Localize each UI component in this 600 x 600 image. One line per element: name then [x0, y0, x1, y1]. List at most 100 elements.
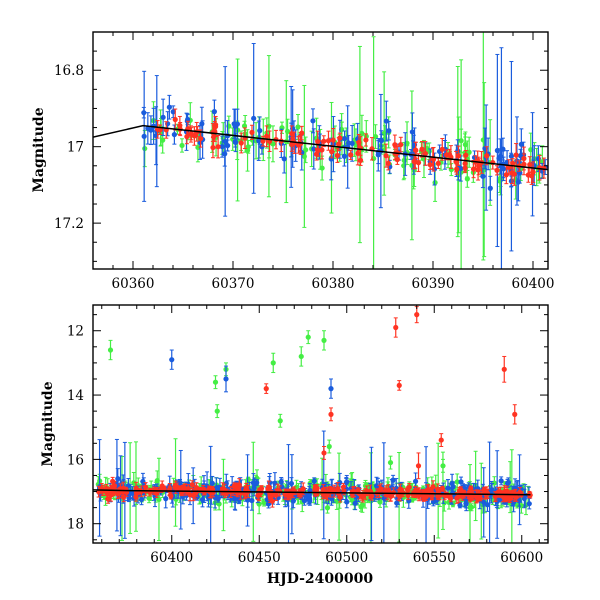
- data-point-green: [284, 118, 291, 145]
- data-point-blue: [508, 60, 515, 252]
- data-point-red: [314, 490, 320, 497]
- data-point-blue: [129, 486, 136, 501]
- x-tick-label: 60400: [512, 276, 555, 292]
- data-point-red: [521, 153, 527, 176]
- data-point-green: [298, 346, 304, 367]
- data-point-green: [440, 458, 446, 473]
- top-ticks: [92, 32, 548, 269]
- data-point-red: [115, 488, 121, 500]
- data-point-blue: [141, 70, 147, 202]
- data-point-red: [172, 108, 178, 131]
- data-point-red: [422, 141, 428, 166]
- data-point-red: [258, 485, 265, 492]
- data-point-blue: [500, 156, 507, 182]
- data-point-red: [133, 486, 140, 500]
- data-point-blue: [281, 144, 287, 174]
- y-tick-label: 17.2: [54, 216, 84, 232]
- data-point-red: [206, 485, 212, 494]
- data-point-blue: [222, 66, 228, 217]
- data-point-red: [330, 127, 336, 153]
- data-point-blue: [160, 98, 166, 137]
- data-point-red: [363, 133, 369, 147]
- data-point-red: [321, 446, 327, 460]
- x-tick-label: 60370: [212, 276, 255, 292]
- data-point-blue: [306, 493, 313, 505]
- data-point-blue: [166, 94, 172, 120]
- bottom-tick-labels: 60400 60450 60500 60550 60600 12 14 16 18: [67, 324, 543, 566]
- data-point-blue: [500, 137, 506, 161]
- data-point-red: [462, 162, 468, 174]
- x-tick-label: 60380: [312, 276, 355, 292]
- data-point-red: [525, 167, 531, 183]
- data-point-red: [427, 159, 433, 170]
- data-point-red: [503, 495, 509, 503]
- data-point-red: [396, 380, 402, 391]
- top-data-points: [141, 32, 548, 269]
- top-tick-labels: 60360 60370 60380 60390 60400 16.8 17 17.2: [54, 63, 555, 292]
- data-point-blue: [170, 105, 176, 119]
- data-point-blue: [494, 53, 500, 248]
- data-point-red: [167, 483, 173, 495]
- data-point-red: [108, 488, 114, 502]
- data-point-blue: [145, 112, 151, 145]
- data-point-green: [458, 128, 464, 153]
- data-point-red: [348, 149, 354, 161]
- data-point-blue: [498, 476, 504, 486]
- bottom-data-points: [95, 306, 533, 543]
- data-point-blue: [148, 115, 154, 146]
- data-point-blue: [169, 349, 175, 370]
- x-tick-label: 60600: [500, 550, 543, 566]
- data-point-green: [468, 503, 475, 512]
- x-tick-label: 60400: [150, 550, 193, 566]
- data-point-green: [266, 55, 272, 198]
- data-point-red: [356, 488, 363, 500]
- x-tick-label: 60360: [112, 276, 155, 292]
- data-point-green: [179, 138, 185, 153]
- data-point-blue: [232, 135, 238, 148]
- data-point-red: [392, 134, 398, 155]
- y-tick-label: 16: [67, 452, 84, 468]
- y-tick-label: 17: [67, 140, 84, 156]
- data-point-red: [435, 157, 441, 170]
- data-point-red: [275, 483, 281, 497]
- data-point-blue: [223, 365, 229, 393]
- data-point-blue: [383, 100, 389, 142]
- data-point-blue: [526, 497, 532, 510]
- y-tick-label: 14: [67, 388, 84, 404]
- data-point-red: [518, 491, 524, 498]
- data-point-green: [326, 439, 332, 454]
- bottom-panel: 60400 60450 60500 60550 60600 12 14 16 18 Magnit…: [40, 304, 549, 587]
- data-point-red: [325, 130, 332, 151]
- y-tick-label: 16.8: [54, 63, 84, 79]
- data-point-red: [438, 433, 444, 448]
- data-point-red: [383, 143, 389, 168]
- data-point-green: [303, 136, 309, 164]
- data-point-red: [263, 383, 269, 394]
- data-point-blue: [480, 164, 486, 189]
- data-point-red: [104, 486, 110, 499]
- data-point-blue: [251, 43, 257, 194]
- data-point-red: [191, 126, 197, 146]
- data-point-red: [157, 124, 163, 135]
- x-tick-label: 60500: [325, 550, 368, 566]
- data-point-red: [393, 317, 399, 338]
- data-point-blue: [518, 128, 524, 161]
- data-point-red: [494, 165, 500, 176]
- data-point-red: [415, 452, 422, 480]
- bottom-trend-line: [93, 489, 531, 496]
- data-point-red: [419, 140, 425, 158]
- data-point-green: [107, 339, 114, 361]
- data-point-red: [423, 493, 429, 501]
- data-point-red: [334, 147, 341, 163]
- data-point-red: [385, 156, 391, 171]
- data-point-blue: [234, 108, 241, 140]
- data-point-red: [530, 161, 536, 183]
- data-point-blue: [290, 493, 296, 509]
- data-point-blue: [257, 116, 263, 145]
- data-point-green: [270, 352, 276, 374]
- top-panel: 60360 60370 60380 60390 60400 16.8 17 17.2 Magn…: [31, 31, 555, 292]
- data-point-red: [356, 134, 362, 152]
- data-point-red: [497, 486, 503, 498]
- data-point-blue: [487, 175, 493, 201]
